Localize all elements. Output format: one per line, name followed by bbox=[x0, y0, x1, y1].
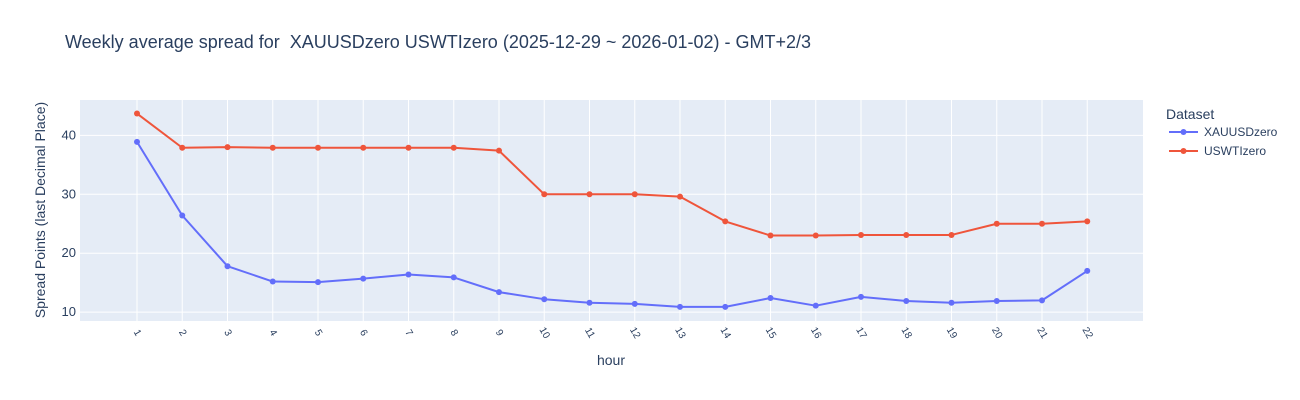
data-point bbox=[722, 218, 729, 225]
x-tick-label: 22 bbox=[1080, 326, 1095, 342]
x-tick-label: 1 bbox=[131, 328, 144, 339]
x-tick-label: 17 bbox=[853, 326, 868, 342]
legend-marker bbox=[1180, 129, 1187, 135]
data-point bbox=[405, 144, 412, 151]
data-point bbox=[541, 296, 548, 303]
data-point bbox=[541, 191, 548, 198]
data-point bbox=[993, 220, 1000, 227]
data-point bbox=[858, 231, 864, 238]
data-point bbox=[450, 144, 457, 151]
x-tick-label: 7 bbox=[402, 328, 415, 339]
legend-label: USWTIzero bbox=[1204, 144, 1266, 158]
x-tick-label: 8 bbox=[447, 328, 460, 339]
data-point bbox=[677, 193, 683, 200]
data-point bbox=[993, 297, 1000, 304]
data-point bbox=[586, 191, 593, 198]
x-tick-label: 4 bbox=[266, 328, 279, 339]
x-tick-label: 15 bbox=[763, 326, 778, 342]
data-point bbox=[269, 278, 276, 285]
x-tick-label: 21 bbox=[1034, 326, 1049, 342]
y-axis-title: Spread Points (last Decimal Place) bbox=[32, 102, 48, 318]
data-point bbox=[767, 295, 774, 302]
data-point bbox=[722, 303, 729, 310]
x-gridlines bbox=[136, 100, 1088, 321]
data-point bbox=[948, 231, 955, 238]
legend-item[interactable]: XAUUSDzero bbox=[1169, 125, 1278, 139]
data-point bbox=[903, 231, 910, 238]
y-tick-label: 10 bbox=[62, 304, 76, 319]
legend-items: XAUUSDzero USWTIzero bbox=[1169, 125, 1278, 158]
data-point bbox=[858, 293, 864, 300]
data-point bbox=[405, 271, 412, 278]
data-point bbox=[134, 138, 140, 145]
legend: Dataset XAUUSDzero USWTIzero bbox=[1166, 106, 1278, 158]
x-tick-label: 2 bbox=[176, 328, 189, 339]
data-point bbox=[586, 299, 593, 306]
x-tick-label: 5 bbox=[312, 328, 325, 339]
x-tick-label: 13 bbox=[672, 326, 687, 342]
data-point bbox=[269, 144, 276, 151]
data-point bbox=[948, 299, 955, 306]
series-group bbox=[134, 110, 1091, 310]
data-point bbox=[812, 232, 819, 239]
x-axis-title: hour bbox=[597, 352, 625, 368]
data-point bbox=[450, 274, 457, 281]
data-point bbox=[631, 300, 638, 307]
legend-title: Dataset bbox=[1166, 106, 1214, 122]
legend-marker bbox=[1180, 148, 1187, 154]
data-point bbox=[496, 147, 502, 154]
x-tick-label: 10 bbox=[537, 326, 552, 342]
series-line bbox=[136, 141, 1088, 308]
y-tick-label: 40 bbox=[62, 127, 76, 142]
data-point bbox=[1084, 267, 1091, 274]
series-line bbox=[136, 112, 1088, 237]
data-point bbox=[812, 302, 819, 309]
x-tick-label: 11 bbox=[582, 326, 597, 341]
x-tick-label: 19 bbox=[944, 326, 959, 342]
x-tick-label: 9 bbox=[493, 328, 506, 339]
y-tick-label: 30 bbox=[62, 186, 76, 201]
data-point bbox=[224, 263, 231, 270]
legend-label: XAUUSDzero bbox=[1204, 125, 1278, 139]
x-tick-label: 18 bbox=[899, 326, 914, 342]
chart-title: Weekly average spread for XAUUSDzero USW… bbox=[65, 32, 811, 52]
legend-item[interactable]: USWTIzero bbox=[1169, 144, 1266, 158]
data-point bbox=[903, 297, 910, 304]
data-point bbox=[677, 303, 683, 310]
x-tick-label: 16 bbox=[808, 326, 823, 342]
data-point bbox=[224, 144, 231, 151]
series-USWTIzero bbox=[134, 110, 1091, 239]
x-tick-label: 14 bbox=[718, 326, 733, 342]
data-point bbox=[315, 144, 321, 151]
data-point bbox=[315, 279, 321, 286]
data-point bbox=[134, 110, 140, 117]
data-point bbox=[767, 232, 774, 239]
series-XAUUSDzero bbox=[134, 138, 1091, 310]
y-tick-labels: 10 20 30 40 bbox=[62, 127, 76, 319]
x-tick-label: 20 bbox=[989, 326, 1004, 342]
y-tick-label: 20 bbox=[62, 245, 76, 260]
data-point bbox=[1039, 297, 1045, 304]
data-point bbox=[496, 289, 502, 296]
data-point bbox=[179, 212, 186, 219]
plot-background bbox=[80, 100, 1143, 321]
data-point bbox=[179, 144, 186, 151]
data-point bbox=[1084, 218, 1091, 225]
x-tick-label: 6 bbox=[357, 328, 370, 339]
x-tick-label: 3 bbox=[221, 328, 234, 339]
x-tick-label: 12 bbox=[627, 326, 642, 342]
data-point bbox=[631, 191, 638, 198]
data-point bbox=[360, 275, 367, 282]
data-point bbox=[1039, 220, 1045, 227]
x-tick-labels: 1 2 3 4 5 6 7 8 9 10 11 12 13 14 15 16 17 18 19 20 21 22 bbox=[131, 326, 1095, 342]
data-point bbox=[360, 144, 367, 151]
